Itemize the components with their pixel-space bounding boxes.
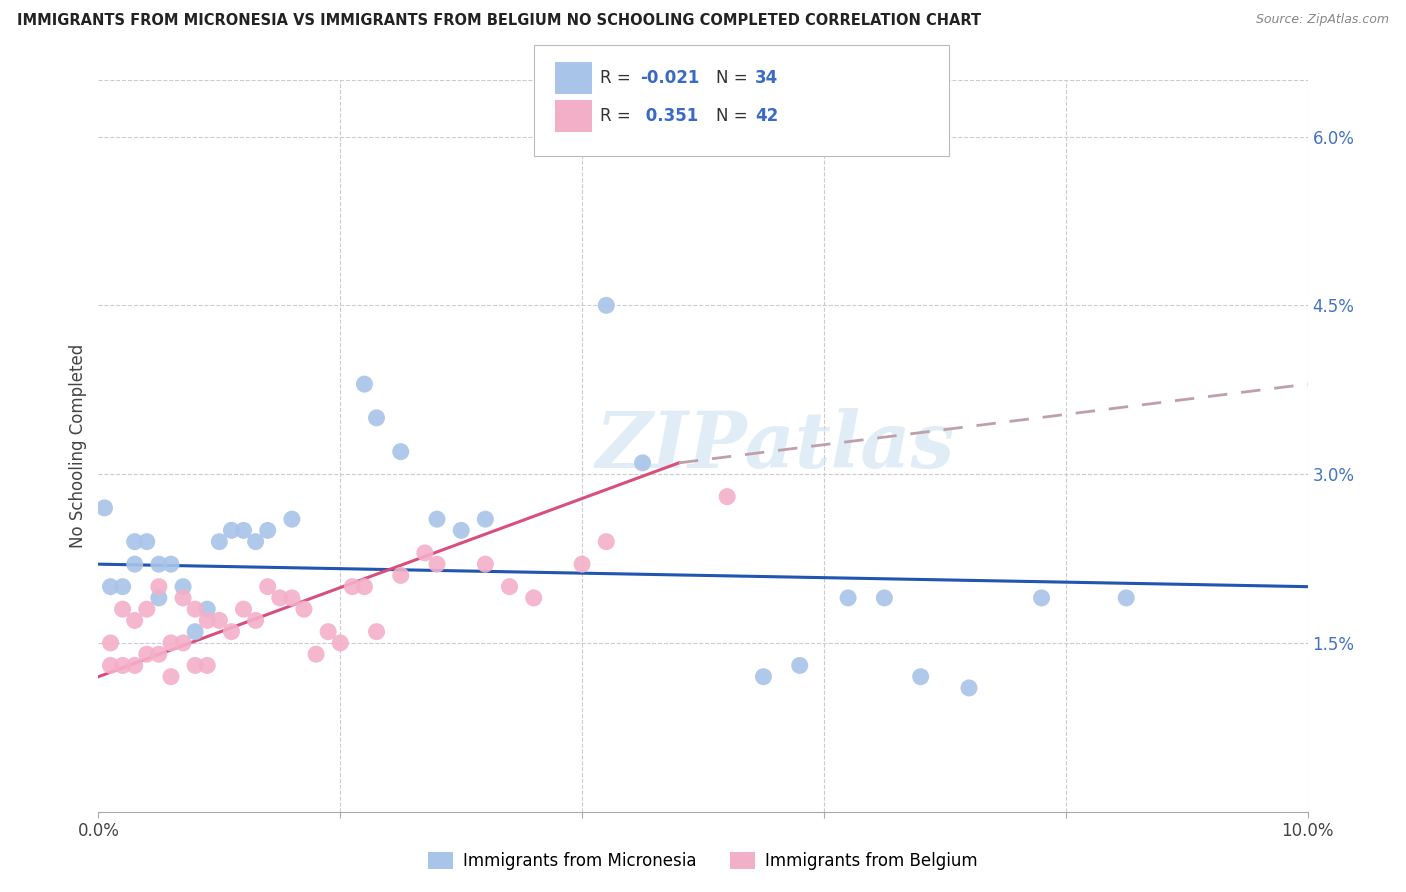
Point (595, 534, 617, 549)
Point (148, 580, 170, 594)
Point (160, 636, 183, 650)
Point (631, 456, 654, 470)
Point (498, 580, 520, 594)
Point (450, 524, 472, 538)
Point (184, 624, 207, 639)
Point (523, 591, 546, 605)
Point (426, 557, 449, 571)
Point (281, 591, 304, 605)
Point (1115, 591, 1137, 605)
Point (752, 670, 775, 684)
Point (1031, 591, 1053, 605)
Point (100, 658, 122, 673)
Point (111, 580, 134, 594)
Point (269, 591, 291, 605)
Point (426, 512, 449, 526)
Point (160, 670, 183, 684)
Point (172, 636, 194, 650)
Text: 42: 42 (755, 107, 779, 125)
Point (571, 557, 593, 571)
Point (148, 591, 170, 605)
Text: R =: R = (600, 69, 637, 87)
Point (292, 602, 315, 616)
Point (305, 647, 328, 661)
Point (668, 141, 690, 155)
Point (148, 647, 170, 661)
Point (256, 580, 278, 594)
Point (100, 580, 122, 594)
Point (366, 624, 388, 639)
Point (245, 614, 267, 628)
Point (957, 681, 980, 695)
Point (353, 580, 375, 594)
Point (595, 298, 617, 312)
Point (413, 546, 436, 560)
Point (124, 614, 146, 628)
Text: N =: N = (716, 107, 752, 125)
Point (111, 602, 134, 616)
Point (172, 591, 194, 605)
Point (342, 580, 364, 594)
Legend: Immigrants from Micronesia, Immigrants from Belgium: Immigrants from Micronesia, Immigrants f… (422, 845, 984, 877)
Point (124, 658, 146, 673)
Point (184, 602, 207, 616)
Text: 0.351: 0.351 (640, 107, 697, 125)
Point (160, 557, 183, 571)
Point (100, 636, 122, 650)
Point (135, 534, 157, 549)
Point (221, 524, 243, 538)
Point (353, 377, 375, 392)
Point (135, 602, 157, 616)
Point (172, 580, 194, 594)
Point (329, 636, 352, 650)
Point (111, 658, 134, 673)
Text: IMMIGRANTS FROM MICRONESIA VS IMMIGRANTS FROM BELGIUM NO SCHOOLING COMPLETED COR: IMMIGRANTS FROM MICRONESIA VS IMMIGRANTS… (17, 13, 981, 29)
Point (256, 524, 278, 538)
Point (366, 410, 388, 425)
Point (873, 591, 896, 605)
Point (716, 490, 738, 504)
Point (389, 568, 412, 582)
Point (389, 444, 412, 458)
Point (221, 624, 243, 639)
Point (148, 557, 170, 571)
Point (208, 614, 231, 628)
Point (208, 534, 231, 549)
Text: R =: R = (600, 107, 637, 125)
Text: -0.021: -0.021 (640, 69, 699, 87)
Point (474, 512, 496, 526)
Point (195, 658, 218, 673)
Point (281, 512, 304, 526)
Point (910, 670, 932, 684)
Point (232, 602, 254, 616)
Point (135, 647, 157, 661)
Point (124, 534, 146, 549)
Point (245, 534, 267, 549)
Point (474, 557, 496, 571)
Point (195, 602, 218, 616)
Point (316, 624, 339, 639)
Point (93, 500, 115, 515)
Text: ZIPatlas: ZIPatlas (596, 408, 955, 484)
Point (124, 557, 146, 571)
Point (195, 614, 218, 628)
Point (184, 658, 207, 673)
Point (232, 524, 254, 538)
Text: N =: N = (716, 69, 752, 87)
Y-axis label: No Schooling Completed: No Schooling Completed (69, 344, 87, 548)
Text: 34: 34 (755, 69, 779, 87)
Text: Source: ZipAtlas.com: Source: ZipAtlas.com (1256, 13, 1389, 27)
Point (837, 591, 859, 605)
Point (789, 658, 811, 673)
